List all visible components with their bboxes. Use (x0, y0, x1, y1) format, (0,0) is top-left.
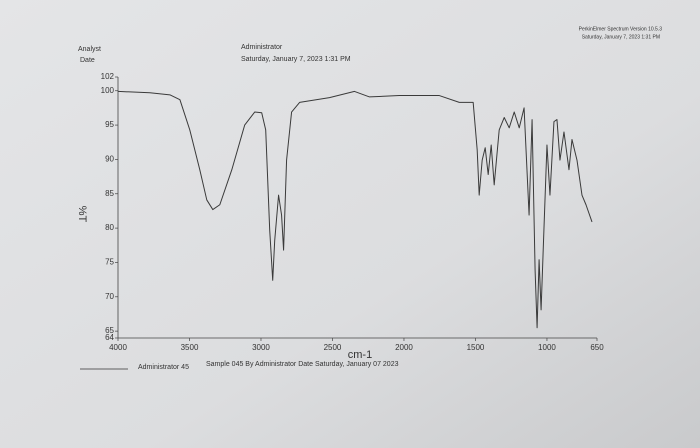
x-tick-label: 650 (590, 343, 604, 352)
x-axis-label: cm-1 (348, 349, 372, 361)
y-tick-label: 64 (105, 333, 114, 342)
info-value: Saturday, January 7, 2023 1:31 PM (241, 56, 351, 63)
footer-text: Administrator 45 (138, 364, 189, 371)
x-tick-label: 3000 (252, 343, 270, 352)
info-value: Administrator (241, 44, 283, 51)
spectrum-line (117, 90, 593, 329)
y-tick-label: 70 (105, 292, 114, 301)
y-tick-label: 65 (105, 326, 114, 335)
y-tick-label: 102 (101, 72, 115, 81)
y-tick-label: 75 (105, 258, 114, 267)
x-tick-label: 2500 (324, 343, 342, 352)
x-tick-label: 1000 (538, 343, 556, 352)
x-tick-label: 3500 (181, 343, 199, 352)
y-tick-label: 80 (105, 223, 114, 232)
x-tick-label: 2000 (395, 343, 413, 352)
x-tick-label: 1500 (467, 343, 485, 352)
y-tick-label: 95 (105, 120, 114, 129)
y-tick-label: 90 (105, 155, 114, 164)
y-axis-label: %T (76, 206, 88, 223)
x-tick-label: 4000 (109, 343, 127, 352)
header-text: PerkinElmer Spectrum Version 10.5.3 (579, 26, 663, 32)
footer-text: Sample 045 By Administrator Date Saturda… (206, 361, 399, 368)
info-label: Date (80, 57, 95, 64)
header-text: Saturday, January 7, 2023 1:31 PM (582, 34, 660, 40)
y-tick-label: 100 (101, 86, 115, 95)
info-label: Analyst (78, 46, 101, 53)
y-tick-label: 85 (105, 189, 114, 198)
